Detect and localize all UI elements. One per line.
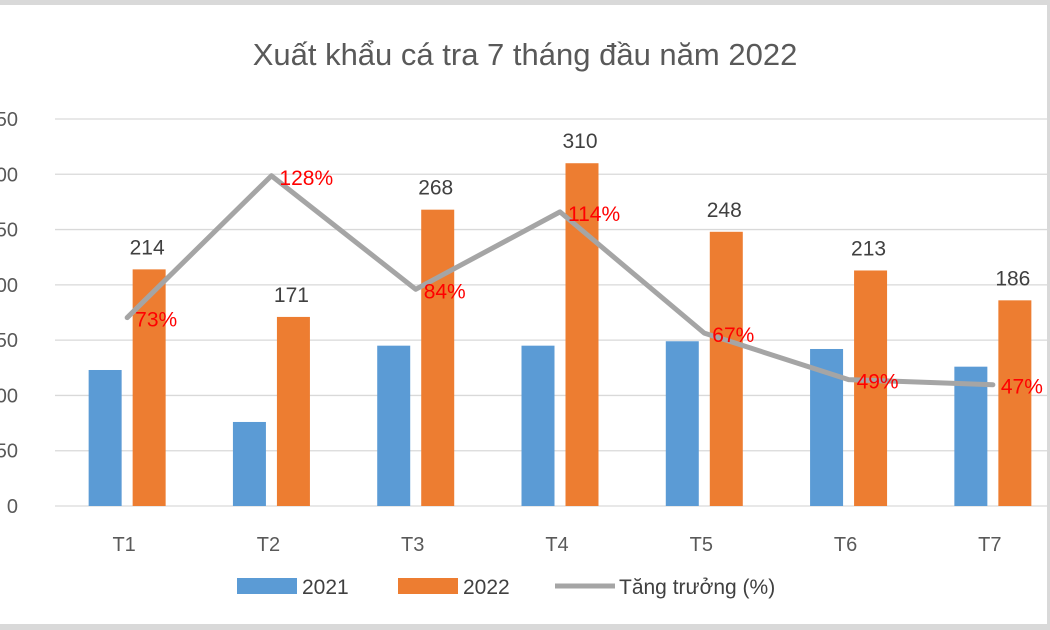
top-border: [0, 0, 1050, 5]
y-tick-label: 350: [0, 109, 18, 131]
y-tick-label: 50: [0, 441, 18, 463]
bar-2021: [954, 366, 988, 506]
x-axis-ticks: T1 T2 T3 T4 T5 T6 T7: [112, 534, 1001, 556]
legend-label: 2022: [463, 576, 510, 599]
x-tick-label: T3: [401, 534, 424, 556]
x-tick-label: T1: [112, 534, 135, 556]
bar-2021: [521, 345, 555, 506]
growth-label: 84%: [424, 280, 466, 303]
y-axis-ticks: 0 50 100 150 200 250 300 350: [0, 109, 18, 518]
growth-label: 114%: [568, 203, 620, 226]
legend-swatch: [398, 578, 458, 594]
legend-label: 2021: [302, 576, 349, 599]
y-tick-label: 0: [7, 496, 18, 518]
x-tick-label: T5: [690, 534, 713, 556]
value-label-2022: 310: [562, 130, 597, 153]
bar-2021: [377, 345, 411, 506]
x-tick-label: T4: [545, 534, 568, 556]
growth-label: 49%: [857, 371, 899, 394]
x-tick-label: T6: [834, 534, 857, 556]
growth-line-path: [124, 173, 996, 388]
growth-label: 47%: [1001, 376, 1043, 399]
legend-swatch: [237, 578, 297, 594]
growth-label: 73%: [135, 309, 177, 332]
data-labels: 214 171 268 310 248 213 186 73% 128% 84% 114% 67% 49…: [130, 130, 1043, 399]
bar-2021: [232, 421, 266, 506]
legend-label: Tăng trưởng (%): [619, 576, 775, 599]
bar-2022: [276, 316, 310, 506]
value-label-2022: 214: [130, 236, 165, 259]
growth-label: 128%: [279, 167, 333, 190]
legend: 2021 2022 Tăng trưởng (%): [237, 576, 775, 599]
bar-2022: [709, 231, 743, 507]
bar-2022: [421, 209, 455, 506]
y-tick-label: 100: [0, 385, 18, 407]
y-tick-label: 250: [0, 220, 18, 242]
bottom-border: [0, 624, 1050, 630]
bars: [88, 163, 1032, 507]
growth-label: 67%: [712, 324, 754, 347]
x-tick-label: T7: [978, 534, 1001, 556]
growth-line: [124, 173, 996, 388]
chart-title: Xuất khẩu cá tra 7 tháng đầu năm 2022: [253, 37, 798, 72]
bar-2022: [998, 300, 1032, 506]
bar-2022: [854, 270, 888, 506]
right-edge: [1047, 0, 1050, 630]
value-label-2022: 213: [851, 237, 886, 260]
x-tick-label: T2: [257, 534, 280, 556]
y-tick-label: 200: [0, 275, 18, 297]
gridlines: [55, 118, 1050, 507]
bar-2021: [88, 369, 122, 506]
value-label-2022: 186: [995, 267, 1030, 290]
value-label-2022: 268: [418, 177, 453, 200]
value-label-2022: 248: [707, 199, 742, 222]
y-tick-label: 150: [0, 330, 18, 352]
bar-2021: [665, 341, 699, 506]
value-label-2022: 171: [274, 284, 309, 307]
y-tick-label: 300: [0, 164, 18, 186]
